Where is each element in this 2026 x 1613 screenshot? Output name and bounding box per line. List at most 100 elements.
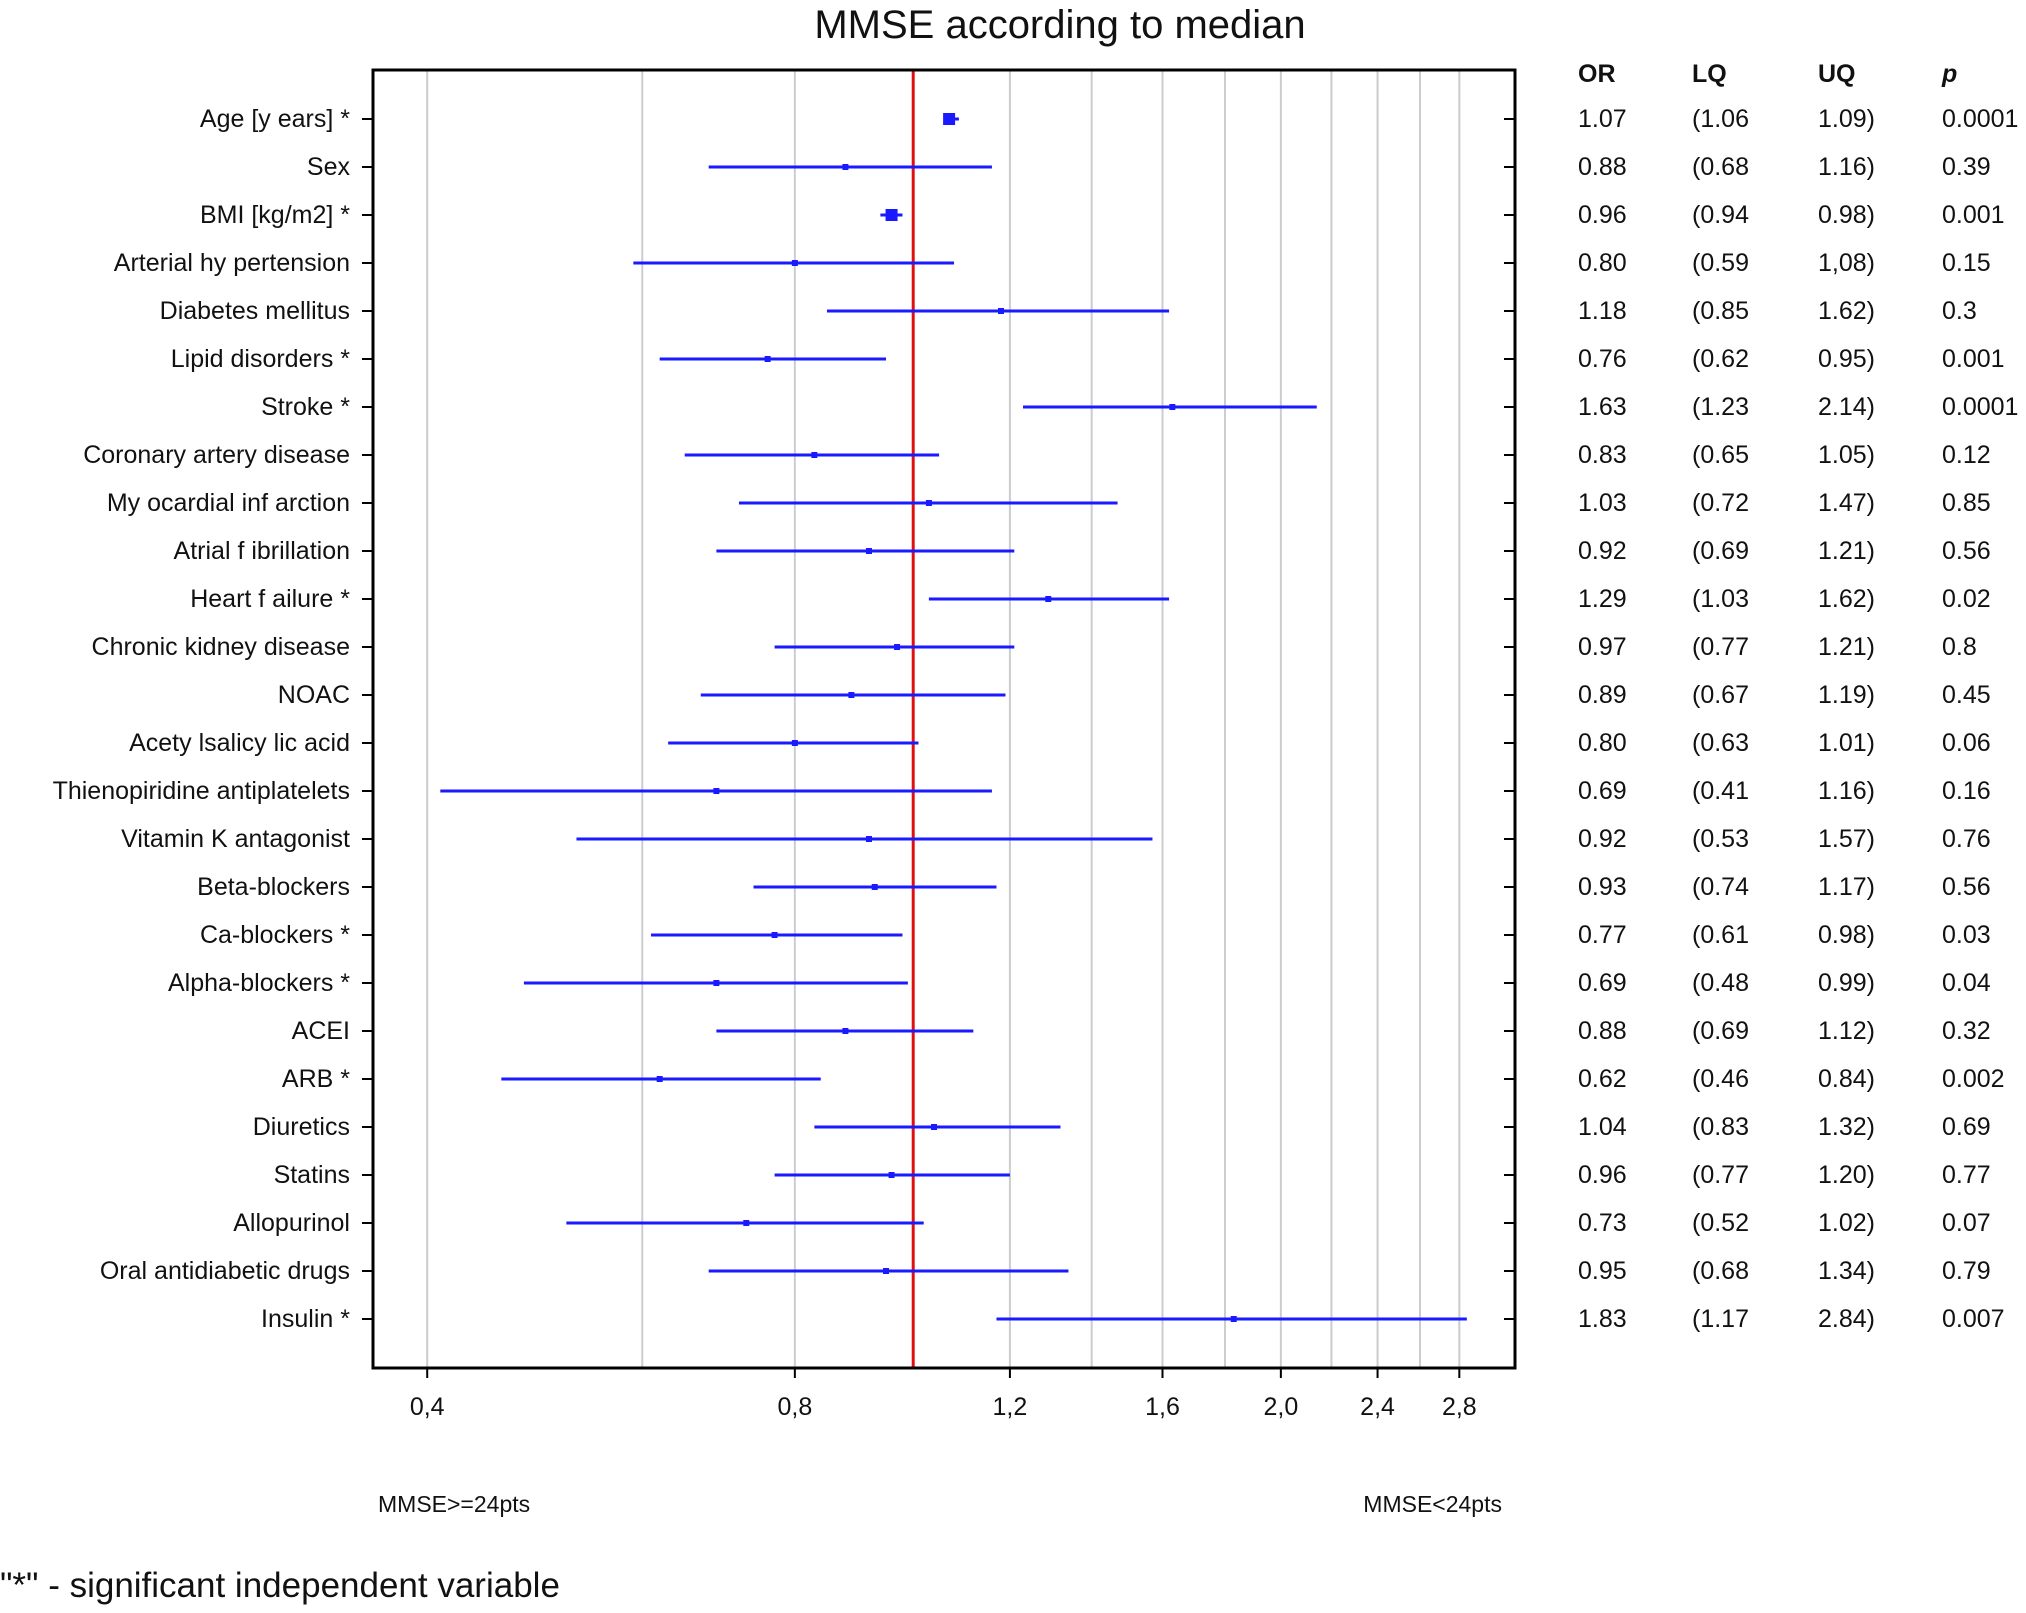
table-cell-uq: 1.21) [1818,537,1875,565]
row-label: Acety lsalicy lic acid [129,729,350,757]
row-label: Lipid disorders * [171,345,351,373]
table-cell-lq: (0.65 [1692,441,1749,469]
point-estimate [871,884,878,890]
table-cell-p: 0.45 [1942,681,1991,709]
table-cell-uq: 1.17) [1818,873,1875,901]
table-cell-or: 0.80 [1578,729,1627,757]
table-cell-p: 0.001 [1942,345,2005,373]
table-cell-p: 0.79 [1942,1257,1991,1285]
table-cell-lq: (0.68 [1692,153,1749,181]
row-label: Insulin * [261,1305,350,1333]
table-cell-p: 0.15 [1942,249,1991,277]
table-cell-lq: (0.48 [1692,969,1749,997]
table-cell-lq: (0.53 [1692,825,1749,853]
table-cell-uq: 1.01) [1818,729,1875,757]
table-cell-or: 0.83 [1578,441,1627,469]
table-cell-p: 0.0001 [1942,105,2018,133]
row-label: Diuretics [253,1113,350,1141]
table-cell-lq: (1.23 [1692,393,1749,421]
table-cell-p: 0.0001 [1942,393,2018,421]
table-cell-uq: 2.84) [1818,1305,1875,1333]
row-label: Chronic kidney disease [92,633,350,661]
table-cell-lq: (0.69 [1692,1017,1749,1045]
table-cell-uq: 0.84) [1818,1065,1875,1093]
point-estimate [888,1172,895,1178]
row-label: Coronary artery disease [83,441,350,469]
table-cell-p: 0.32 [1942,1017,1991,1045]
table-cell-p: 0.002 [1942,1065,2005,1093]
row-label: Stroke * [261,393,350,421]
point-estimate [997,308,1004,314]
table-cell-uq: 1.19) [1818,681,1875,709]
x-axis-ticks: 0,4 0,8 1,2 1,6 2,0 2,4 2,8 [410,1368,1477,1421]
table-cell-lq: (0.83 [1692,1113,1749,1141]
table-cell-lq: (0.67 [1692,681,1749,709]
table-cell-uq: 1.62) [1818,585,1875,613]
table-cell-lq: (0.72 [1692,489,1749,517]
x-tick-label: 0,8 [777,1393,812,1421]
table-cell-or: 0.73 [1578,1209,1627,1237]
table-cell-or: 0.89 [1578,681,1627,709]
table-cell-p: 0.16 [1942,777,1991,805]
row-label: BMI [kg/m2] * [200,201,350,229]
statistics-table: OR LQ UQ p 1.07 (1.06 1.09) 0.0001 0.88 (0.68 1.16… [1578,60,2018,1333]
table-cell-uq: 1.16) [1818,777,1875,805]
table-cell-uq: 0.95) [1818,345,1875,373]
x-tick-label: 1,6 [1145,1393,1180,1421]
table-cell-or: 1.29 [1578,585,1627,613]
table-cell-uq: 0.99) [1818,969,1875,997]
table-cell-p: 0.001 [1942,201,2005,229]
table-cell-p: 0.85 [1942,489,1991,517]
point-estimate [894,644,901,650]
table-cell-or: 0.92 [1578,537,1627,565]
table-cell-lq: (0.61 [1692,921,1749,949]
table-cell-uq: 1.34) [1818,1257,1875,1285]
table-cell-p: 0.56 [1942,873,1991,901]
row-label: Thienopiridine antiplatelets [53,777,350,805]
table-cell-lq: (0.59 [1692,249,1749,277]
table-cell-lq: (0.74 [1692,873,1749,901]
point-estimate [848,692,855,698]
table-cell-or: 0.97 [1578,633,1627,661]
table-cell-p: 0.77 [1942,1161,1991,1189]
row-label: ACEI [292,1017,350,1045]
table-cell-p: 0.04 [1942,969,1991,997]
point-estimate [764,356,771,362]
table-cell-uq: 1.32) [1818,1113,1875,1141]
table-cell-uq: 1.02) [1818,1209,1875,1237]
table-cell-p: 0.02 [1942,585,1991,613]
table-cell-or: 1.07 [1578,105,1627,133]
table-cell-or: 0.95 [1578,1257,1627,1285]
x-tick-label: 2,8 [1442,1393,1477,1421]
left-direction-label: MMSE>=24pts [378,1491,530,1517]
point-estimate [842,164,849,170]
point-estimate [931,1124,938,1130]
table-cell-lq: (0.94 [1692,201,1749,229]
right-direction-label: MMSE<24pts [1363,1491,1502,1517]
table-cell-or: 0.92 [1578,825,1627,853]
row-label: NOAC [278,681,350,709]
table-cell-p: 0.39 [1942,153,1991,181]
table-cell-uq: 0.98) [1818,921,1875,949]
table-cell-lq: (0.68 [1692,1257,1749,1285]
table-cell-or: 1.04 [1578,1113,1627,1141]
row-label: Alpha-blockers * [168,969,350,997]
row-label: My ocardial inf arction [107,489,350,517]
point-estimate [791,740,798,746]
table-cell-lq: (0.46 [1692,1065,1749,1093]
table-cell-or: 0.76 [1578,345,1627,373]
table-cell-or: 1.18 [1578,297,1627,325]
point-estimate [885,209,898,221]
table-cell-or: 0.62 [1578,1065,1627,1093]
row-label: Arterial hy pertension [114,249,350,277]
table-cell-lq: (0.62 [1692,345,1749,373]
table-cell-or: 1.83 [1578,1305,1627,1333]
row-labels: Age [y ears] * Sex BMI [kg/m2] * Arterial h… [53,105,351,1333]
point-estimate [925,500,932,506]
row-label: Allopurinol [233,1209,350,1237]
table-cell-p: 0.007 [1942,1305,2005,1333]
table-cell-uq: 1.62) [1818,297,1875,325]
table-header-p: p [1941,60,1957,88]
table-header-uq: UQ [1818,60,1856,88]
